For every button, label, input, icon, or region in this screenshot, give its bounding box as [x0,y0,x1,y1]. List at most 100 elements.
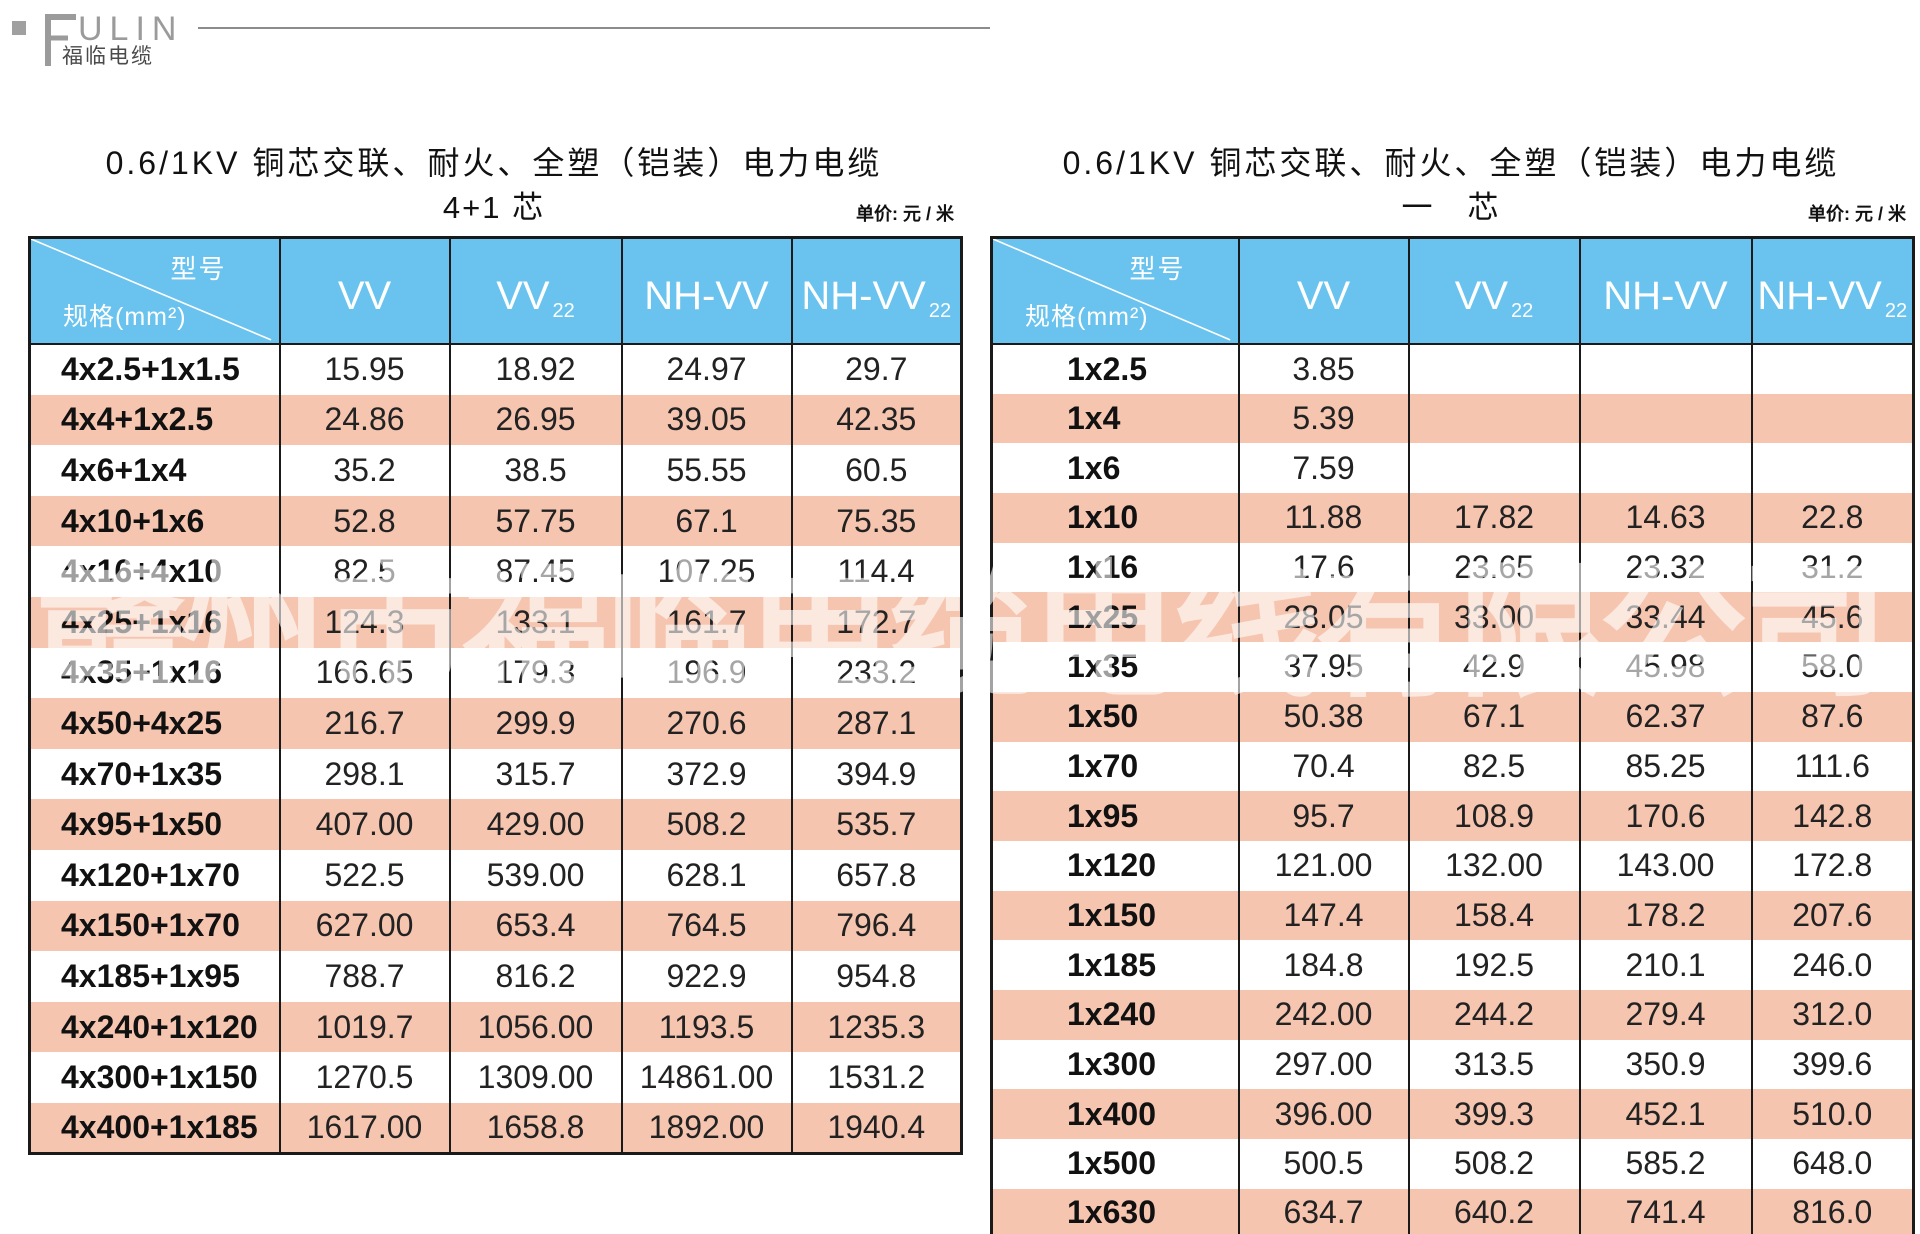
price-cell: 14.63 [1579,493,1753,543]
spec-cell: 4x35+1x16 [29,647,281,699]
column-header-nh-vv22: NH-VV 22 [1751,237,1914,345]
price-cell [1752,394,1914,444]
price-cell: 350.9 [1579,1039,1753,1090]
table-row: 1x4 5.39 [991,393,1914,444]
spec-cell: 4x2.5+1x1.5 [29,344,281,395]
price-cell: 142.8 [1792,797,1873,834]
price-cell [1752,443,1914,493]
price-cell: 133.1 [449,596,623,648]
spec-cell: 1x150 [991,890,1240,941]
header-row: 型号 规格(mm²) VV VV 22 NH-VV NH-VV 22 [991,237,1914,345]
price-cell: 1617.00 [279,1102,451,1154]
price-cell: 1940.4 [827,1108,926,1145]
price-cell: 648.0 [1792,1145,1873,1182]
spec-cell: 1x4 [991,393,1240,444]
price-table: 型号 规格(mm²) VV VV 22 NH-VV NH-VV 22 1x2.5 3.85 1… [990,236,1915,1234]
price-cell: 299.9 [449,698,623,749]
price-cell: 1892.00 [621,1102,793,1154]
corner-label-model: 型号 [170,254,227,284]
price-cell: 67.1 [621,495,793,547]
price-cell: 82.5 [279,546,451,597]
price-cell: 954.8 [836,957,917,994]
price-cell: 50.38 [1238,691,1410,742]
price-cell: 37.95 [1238,642,1410,692]
spec-cell: 4x25+1x16 [29,596,281,648]
spec-cell: 1x630 [991,1188,1240,1234]
price-cell: 3.85 [1238,344,1410,394]
spec-cell: 1x120 [991,840,1240,891]
spec-cell: 1x300 [991,1039,1240,1090]
price-cell: 75.35 [836,502,917,539]
price-cell: 741.4 [1579,1188,1753,1234]
spec-cell: 1x10 [991,493,1240,543]
price-cell: 1270.5 [279,1052,451,1103]
price-cell: 1056.00 [449,1001,623,1053]
spec-cell: 1x400 [991,1089,1240,1139]
table-row: 4x120+1x70 522.5 539.00 628.1 657.8 [29,849,962,901]
table-row: 1x150 147.4 158.4 178.2 207.6 [991,890,1914,941]
price-cell: 210.1 [1579,940,1753,990]
price-cell: 82.5 [1408,741,1581,792]
price-cell: 396.00 [1238,1089,1410,1139]
price-table-4plus1-core: 型号 规格(mm²) VV VV 22 NH-VV NH-VV 22 4x2.5+1x1.… [28,236,963,1155]
table-row: 1x35 37.95 42.9 45.98 58.0 [991,642,1914,692]
header-row: 型号 规格(mm²) VV VV 22 NH-VV NH-VV 22 [29,237,962,345]
price-cell: 87.45 [449,546,623,597]
table-row: 4x240+1x120 1019.7 1056.00 1193.5 1235.3 [29,1001,962,1053]
price-cell [1579,344,1753,394]
table-row: 4x70+1x35 298.1 315.7 372.9 394.9 [29,748,962,800]
price-cell: 22.8 [1801,499,1864,536]
price-cell: 298.1 [279,748,451,800]
price-cell: 31.2 [1801,549,1864,586]
price-cell: 1531.2 [827,1059,926,1096]
spec-cell: 1x500 [991,1139,1240,1189]
price-cell: 287.1 [836,704,917,741]
table-row: 4x185+1x95 788.7 816.2 922.9 954.8 [29,951,962,1002]
price-cell: 24.97 [621,344,793,395]
right-table-subtitle: 一 芯 [1401,190,1501,225]
table-row: 4x25+1x16 124.3 133.1 161.7 172.7 [29,596,962,648]
spec-cell: 4x95+1x50 [29,799,281,850]
price-cell: 172.8 [1792,847,1873,884]
column-header-nh-vv: NH-VV [621,237,793,345]
column-header-nh-vv22: NH-VV 22 [791,237,962,345]
price-cell: 312.0 [1792,996,1873,1033]
table-row: 4x50+4x25 216.7 299.9 270.6 287.1 [29,698,962,749]
price-cell: 124.3 [279,596,451,648]
price-cell: 58.0 [1801,648,1864,685]
price-cell: 922.9 [621,951,793,1002]
header-rule [198,27,990,29]
price-cell: 35.2 [279,445,451,496]
price-cell: 87.6 [1801,698,1864,735]
spec-cell: 1x25 [991,592,1240,643]
table-row: 4x16+4x10 82.5 87.45 107.25 114.4 [29,546,962,597]
table-row: 1x70 70.4 82.5 85.25 111.6 [991,741,1914,792]
price-cell: 764.5 [621,900,793,952]
price-cell: 121.00 [1238,840,1410,891]
column-header-vv: VV [1238,237,1410,345]
price-cell: 1658.8 [449,1102,623,1154]
table-row: 1x300 297.00 313.5 350.9 399.6 [991,1039,1914,1090]
spec-cell: 4x4+1x2.5 [29,394,281,446]
price-cell [1579,393,1753,444]
price-cell: 510.0 [1792,1095,1873,1132]
logo-subtitle: 福临电缆 [62,45,154,68]
price-cell: 640.2 [1408,1188,1581,1234]
table-row: 1x95 95.7 108.9 170.6 142.8 [991,791,1914,841]
table-row: 1x120 121.00 132.00 143.00 172.8 [991,840,1914,891]
price-cell: 796.4 [836,907,917,944]
price-cell: 132.00 [1408,840,1581,891]
spec-cell: 4x6+1x4 [29,445,281,496]
price-cell: 28.05 [1238,592,1410,643]
spec-cell: 4x240+1x120 [29,1001,281,1053]
price-cell: 33.44 [1579,592,1753,643]
price-cell: 429.00 [449,799,623,850]
price-cell: 508.2 [621,799,793,850]
table-row: 1x400 396.00 399.3 452.1 510.0 [991,1089,1914,1139]
price-cell: 178.2 [1579,890,1753,941]
table-row: 4x400+1x185 1617.00 1658.8 1892.00 1940.4 [29,1102,962,1154]
price-cell: 170.6 [1579,791,1753,841]
price-cell: 108.9 [1408,791,1581,841]
spec-cell: 1x2.5 [991,344,1240,394]
price-cell: 522.5 [279,849,451,901]
